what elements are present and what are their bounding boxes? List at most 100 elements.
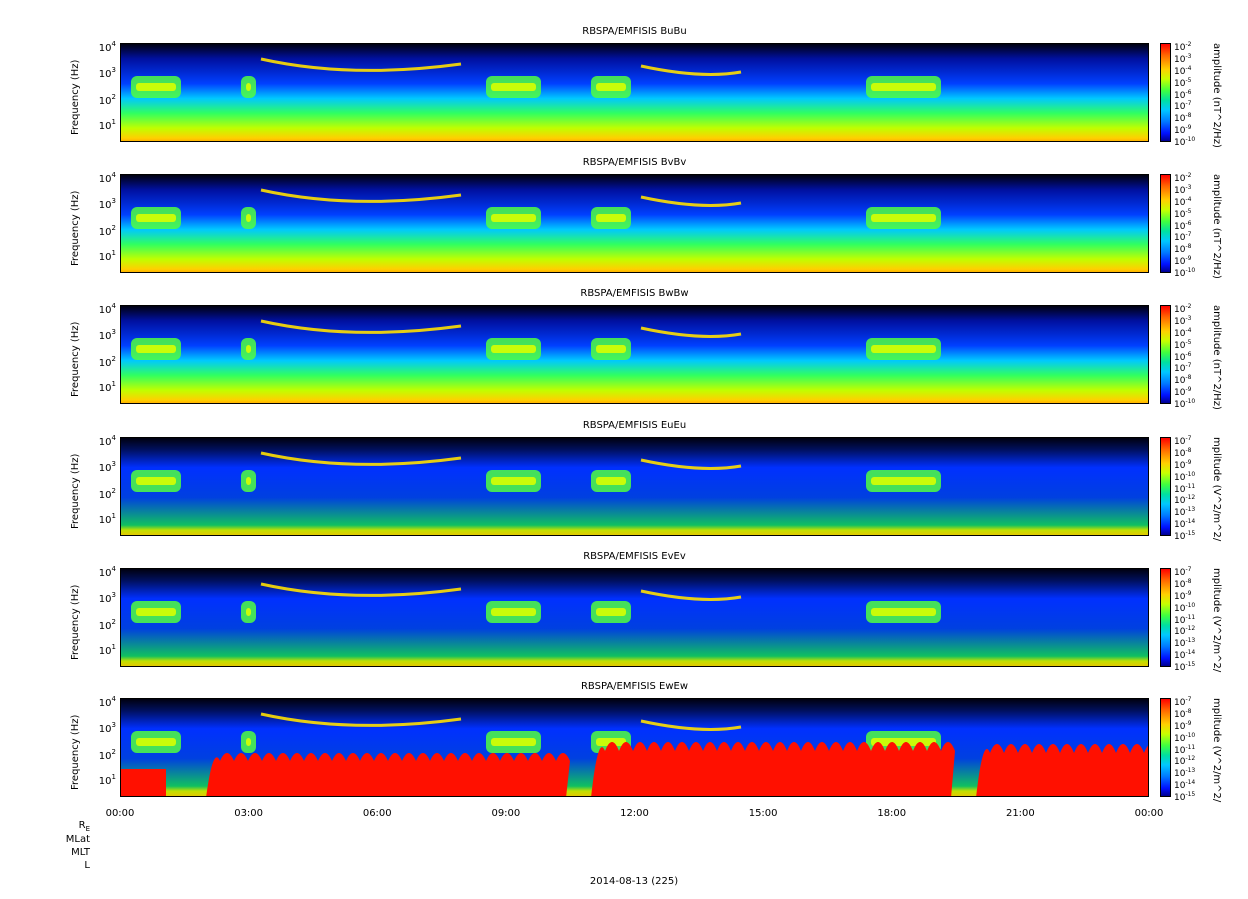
colorbar-tick-label: 10-12 bbox=[1174, 494, 1196, 507]
colorbar-label: amplitude (nT^2/Hz) bbox=[1211, 174, 1222, 279]
y-tick-label: 102 bbox=[98, 93, 116, 108]
y-axis-label: Frequency (Hz) bbox=[70, 714, 81, 790]
colorbar-tick-label: 10-9 bbox=[1174, 589, 1192, 602]
y-tick-label: 103 bbox=[98, 327, 116, 342]
y-tick-label: 101 bbox=[98, 643, 116, 658]
y-tick-label: 104 bbox=[98, 564, 116, 579]
spectrogram-image bbox=[121, 699, 1148, 796]
x-tick-label: 18:00 bbox=[877, 808, 907, 819]
colorbar-tick-label: 10-4 bbox=[1174, 195, 1192, 208]
spectrogram-plot bbox=[120, 437, 1149, 536]
panel-title: RBSPA/EMFISIS BwBw bbox=[580, 288, 689, 299]
colorbar-tick-label: 10-10 bbox=[1174, 267, 1196, 279]
spectrogram-plot bbox=[120, 568, 1149, 667]
colorbar-tick-label: 10-8 bbox=[1174, 243, 1192, 256]
x-tick-label: 15:00 bbox=[748, 808, 778, 819]
spectrogram-image bbox=[121, 569, 1148, 666]
spectrogram-image bbox=[121, 438, 1148, 535]
colorbar-tick-label: 10-8 bbox=[1174, 374, 1192, 387]
colorbar-tick-label: 10-2 bbox=[1174, 172, 1192, 184]
y-tick-label: 103 bbox=[98, 196, 116, 211]
colorbar-tick-label: 10-15 bbox=[1174, 661, 1196, 673]
spectrogram-plot bbox=[120, 698, 1149, 797]
colorbar bbox=[1160, 698, 1171, 797]
colorbar-tick-label: 10-8 bbox=[1174, 707, 1192, 720]
colorbar-tick-label: 10-15 bbox=[1174, 791, 1196, 803]
y-axis-label: Frequency (Hz) bbox=[70, 190, 81, 266]
spectrogram-plot bbox=[120, 305, 1149, 404]
colorbar-tick-label: 10-4 bbox=[1174, 326, 1192, 339]
colorbar-tick-label: 10-8 bbox=[1174, 577, 1192, 590]
x-tick-label: 00:00 bbox=[1134, 808, 1164, 819]
colorbar-tick-label: 10-10 bbox=[1174, 601, 1196, 614]
x-tick-label: 00:00 bbox=[105, 808, 135, 819]
colorbar-tick-label: 10-10 bbox=[1174, 731, 1196, 744]
y-tick-label: 104 bbox=[98, 433, 116, 448]
colorbar-tick-label: 10-2 bbox=[1174, 303, 1192, 315]
y-tick-label: 101 bbox=[98, 249, 116, 264]
y-tick-label: 103 bbox=[98, 590, 116, 605]
colorbar-tick-label: 10-10 bbox=[1174, 136, 1196, 148]
colorbar-label: amplitude (nT^2/Hz) bbox=[1211, 43, 1222, 148]
colorbar-tick-label: 10-4 bbox=[1174, 64, 1192, 77]
colorbar-tick-label: 10-13 bbox=[1174, 506, 1196, 519]
colorbar-tick-label: 10-9 bbox=[1174, 458, 1192, 471]
spectrogram-plot bbox=[120, 174, 1149, 273]
date-footer: 2014-08-13 (225) bbox=[589, 876, 679, 887]
y-tick-label: 103 bbox=[98, 720, 116, 735]
colorbar-tick-label: 10-7 bbox=[1174, 100, 1192, 113]
y-tick-label: 104 bbox=[98, 39, 116, 54]
colorbar-tick-label: 10-2 bbox=[1174, 41, 1192, 53]
colorbar-tick-label: 10-6 bbox=[1174, 350, 1192, 363]
x-tick-label: 09:00 bbox=[491, 808, 521, 819]
colorbar-label: mplitude (V^2/m^2/ bbox=[1211, 698, 1222, 803]
colorbar-tick-label: 10-3 bbox=[1174, 183, 1192, 196]
colorbar-tick-label: 10-11 bbox=[1174, 482, 1196, 495]
colorbar-label: mplitude (V^2/m^2/ bbox=[1211, 437, 1222, 542]
ephemeris-label-l: L bbox=[84, 860, 90, 871]
colorbar-tick-label: 10-13 bbox=[1174, 767, 1196, 780]
y-tick-label: 103 bbox=[98, 65, 116, 80]
colorbar-tick-label: 10-12 bbox=[1174, 625, 1196, 638]
colorbar bbox=[1160, 305, 1171, 404]
colorbar-tick-label: 10-7 bbox=[1174, 231, 1192, 244]
panel-title: RBSPA/EMFISIS EwEw bbox=[580, 681, 689, 692]
colorbar-label: amplitude (nT^2/Hz) bbox=[1211, 305, 1222, 410]
y-tick-label: 101 bbox=[98, 118, 116, 133]
y-axis-label: Frequency (Hz) bbox=[70, 59, 81, 135]
y-axis-label: Frequency (Hz) bbox=[70, 321, 81, 397]
y-tick-label: 103 bbox=[98, 459, 116, 474]
panel-title: RBSPA/EMFISIS EvEv bbox=[583, 551, 686, 562]
panel-title: RBSPA/EMFISIS BvBv bbox=[582, 157, 687, 168]
spectrogram-plot bbox=[120, 43, 1149, 142]
colorbar-tick-label: 10-7 bbox=[1174, 362, 1192, 375]
y-tick-label: 101 bbox=[98, 773, 116, 788]
colorbar-tick-label: 10-9 bbox=[1174, 386, 1192, 399]
colorbar-tick-label: 10-12 bbox=[1174, 755, 1196, 768]
y-tick-label: 101 bbox=[98, 512, 116, 527]
colorbar-tick-label: 10-14 bbox=[1174, 518, 1196, 531]
colorbar-tick-label: 10-14 bbox=[1174, 649, 1196, 662]
colorbar-tick-label: 10-6 bbox=[1174, 88, 1192, 101]
y-tick-label: 104 bbox=[98, 301, 116, 316]
ephemeris-label-re: RE bbox=[78, 820, 90, 833]
colorbar-tick-label: 10-6 bbox=[1174, 219, 1192, 232]
spectrogram-image bbox=[121, 306, 1148, 403]
y-axis-label: Frequency (Hz) bbox=[70, 453, 81, 529]
colorbar-tick-label: 10-5 bbox=[1174, 76, 1192, 89]
panel-title: RBSPA/EMFISIS BuBu bbox=[582, 26, 687, 37]
colorbar-tick-label: 10-14 bbox=[1174, 779, 1196, 792]
colorbar-tick-label: 10-5 bbox=[1174, 338, 1192, 351]
ephemeris-label-mlat: MLat bbox=[65, 834, 90, 845]
x-tick-label: 03:00 bbox=[234, 808, 264, 819]
colorbar bbox=[1160, 43, 1171, 142]
colorbar-tick-label: 10-9 bbox=[1174, 255, 1192, 268]
y-tick-label: 102 bbox=[98, 487, 116, 502]
y-axis-label: Frequency (Hz) bbox=[70, 584, 81, 660]
colorbar-tick-label: 10-15 bbox=[1174, 530, 1196, 542]
colorbar-tick-label: 10-8 bbox=[1174, 112, 1192, 125]
colorbar-tick-label: 10-11 bbox=[1174, 743, 1196, 756]
y-tick-label: 102 bbox=[98, 224, 116, 239]
colorbar-tick-label: 10-7 bbox=[1174, 435, 1192, 447]
colorbar-tick-label: 10-10 bbox=[1174, 470, 1196, 483]
